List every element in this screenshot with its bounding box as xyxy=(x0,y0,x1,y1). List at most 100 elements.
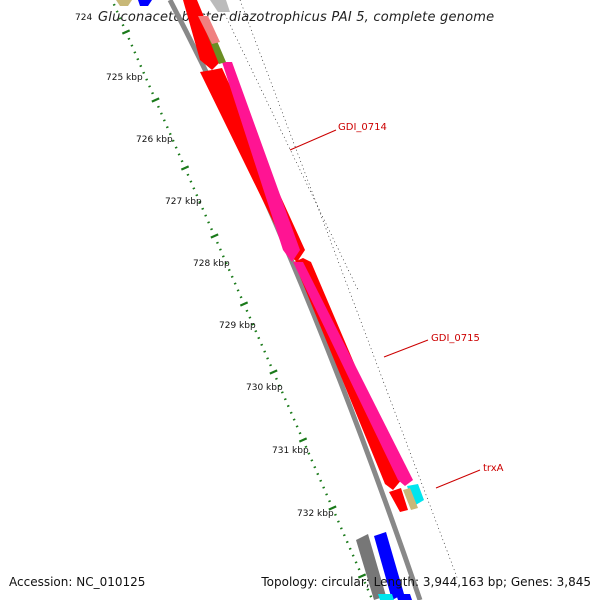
tick-label: 727 kbp xyxy=(165,197,202,207)
label-line-trxA xyxy=(435,469,481,489)
minor-tick xyxy=(286,404,290,408)
minor-tick xyxy=(254,329,258,333)
minor-tick xyxy=(177,153,181,156)
minor-tick xyxy=(151,91,154,95)
major-tick xyxy=(269,369,278,375)
minor-tick xyxy=(345,540,349,544)
minor-tick xyxy=(313,465,317,469)
minor-tick xyxy=(328,499,331,503)
tick-label: 730 kbp xyxy=(246,383,283,393)
minor-tick xyxy=(207,221,211,224)
minor-tick xyxy=(239,295,243,299)
minor-tick xyxy=(298,431,302,435)
minor-tick xyxy=(295,425,299,428)
major-tick xyxy=(239,301,249,307)
minor-tick xyxy=(174,146,178,149)
cyan-gene-bottom[interactable] xyxy=(378,594,394,600)
minor-tick xyxy=(260,343,264,347)
minor-tick xyxy=(292,418,296,421)
minor-tick xyxy=(204,214,208,217)
major-tick xyxy=(210,233,219,239)
minor-tick xyxy=(224,261,228,265)
minor-tick xyxy=(157,105,160,109)
major-tick xyxy=(328,505,337,511)
minor-tick xyxy=(148,85,152,88)
minor-tick xyxy=(280,391,284,394)
minor-tick xyxy=(366,588,370,591)
major-tick xyxy=(180,165,190,171)
minor-tick xyxy=(168,132,172,136)
minor-tick xyxy=(269,363,272,367)
minor-tick xyxy=(322,486,326,489)
minor-tick xyxy=(218,248,222,251)
tick-label: 728 kbp xyxy=(193,259,230,269)
forward-cds-4[interactable] xyxy=(389,488,408,512)
forward-cds-1[interactable] xyxy=(183,0,222,70)
minor-tick xyxy=(233,282,237,285)
blue-gene-top[interactable] xyxy=(138,0,152,6)
minor-tick xyxy=(277,384,281,387)
tan-gene-small[interactable] xyxy=(403,488,418,510)
outer-guide-left xyxy=(217,0,359,291)
minor-tick xyxy=(142,71,146,75)
tick-label: 732 kbp xyxy=(297,509,334,519)
blue-gene-bottom-2[interactable] xyxy=(396,594,412,600)
accession-text: Accession: NC_010125 xyxy=(9,575,146,589)
minor-tick xyxy=(257,336,261,340)
minor-tick xyxy=(192,187,196,190)
reverse-cds-gdi-0714[interactable] xyxy=(222,62,300,262)
genome-summary: Topology: circular; Length: 3,944,163 bp… xyxy=(261,575,591,589)
minor-tick xyxy=(263,350,267,353)
minor-tick xyxy=(195,193,199,197)
minor-tick xyxy=(363,581,367,585)
minor-tick xyxy=(198,200,202,204)
label-gdi-0714[interactable]: GDI_0714 xyxy=(338,122,387,133)
blue-gene-bottom-1[interactable] xyxy=(374,532,404,600)
minor-tick xyxy=(351,554,355,557)
tick-label: 726 kbp xyxy=(136,135,173,145)
minor-tick xyxy=(133,51,137,54)
minor-tick xyxy=(283,397,287,401)
minor-tick xyxy=(130,44,134,47)
minor-tick xyxy=(171,139,175,143)
minor-tick xyxy=(289,411,293,415)
tick-label: 725 kbp xyxy=(106,73,143,83)
major-tick xyxy=(121,29,131,35)
minor-tick xyxy=(304,445,308,449)
minor-tick xyxy=(230,275,234,279)
minor-tick xyxy=(342,533,346,537)
minor-tick xyxy=(248,316,252,319)
minor-tick xyxy=(121,23,125,27)
minor-tick xyxy=(112,3,116,7)
label-line-gdi-0715 xyxy=(383,339,429,358)
minor-tick xyxy=(159,112,163,115)
minor-tick xyxy=(334,513,337,517)
gray-gene-bottom[interactable] xyxy=(356,534,386,600)
tan-gene-top[interactable] xyxy=(116,0,132,6)
minor-tick xyxy=(307,452,311,455)
minor-tick xyxy=(201,207,205,211)
minor-tick xyxy=(162,119,166,122)
minor-tick xyxy=(115,10,119,13)
gray-gene-top[interactable] xyxy=(210,0,230,12)
major-tick xyxy=(151,97,160,103)
tick-label: 724 xyxy=(75,13,92,23)
outer-guide-right xyxy=(239,0,459,581)
label-trxA[interactable]: trxA xyxy=(483,463,504,474)
label-gdi-0715[interactable]: GDI_0715 xyxy=(431,333,480,344)
minor-tick xyxy=(139,64,143,68)
minor-tick xyxy=(275,377,278,381)
minor-tick xyxy=(127,37,131,41)
minor-tick xyxy=(251,323,255,326)
kbp-tick-labels: 724 725 kbp 726 kbp 727 kbp 728 kbp 729 kbp 73… xyxy=(75,13,334,519)
label-line-gdi-0714 xyxy=(289,129,337,151)
minor-tick xyxy=(348,547,352,551)
backbone xyxy=(167,0,423,600)
trxA-gene[interactable] xyxy=(407,484,424,506)
major-tick xyxy=(298,437,308,443)
salmon-gene[interactable] xyxy=(198,16,220,44)
minor-tick xyxy=(145,78,149,81)
reverse-cds-gdi-0715[interactable] xyxy=(293,262,413,486)
minor-tick xyxy=(216,241,219,245)
